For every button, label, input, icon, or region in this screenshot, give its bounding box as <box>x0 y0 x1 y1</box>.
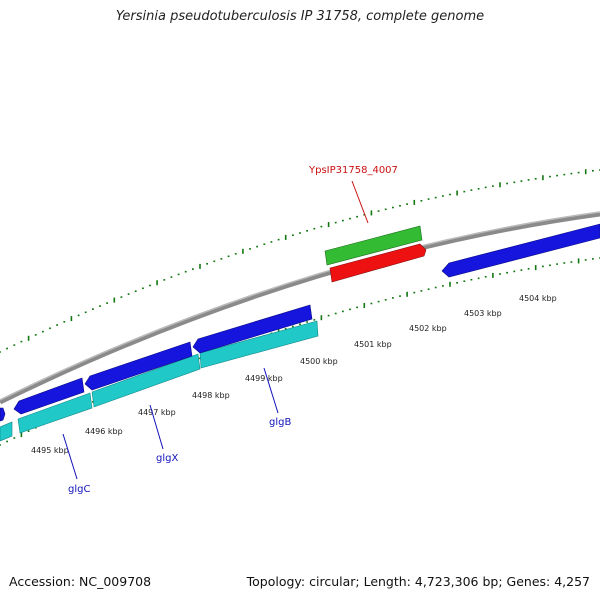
kbp-label: 4501 kbp <box>354 340 392 349</box>
highlight-leader <box>351 180 369 224</box>
forward-cds-track <box>0 223 600 422</box>
cds-arrow[interactable] <box>84 341 193 391</box>
accession-text: Accession: NC_009708 <box>9 574 152 589</box>
gene-label-glgc[interactable]: glgC <box>68 484 90 495</box>
outer-tick-ring <box>0 169 600 353</box>
kbp-label: 4500 kbp <box>300 357 338 366</box>
inner-tick-ring <box>0 257 600 446</box>
cds-arrow[interactable] <box>13 377 85 415</box>
glgx-leader <box>149 404 164 450</box>
cyan-feature[interactable] <box>17 392 93 434</box>
kbp-label: 4502 kbp <box>409 324 447 333</box>
kbp-label: 4504 kbp <box>519 294 557 303</box>
cds-arrow[interactable] <box>192 304 313 354</box>
kbp-label: 4497 kbp <box>138 408 176 417</box>
gene-label-glgb[interactable]: glgB <box>269 417 291 428</box>
kbp-labels: 4495 kbp 4496 kbp 4497 kbp 4498 kbp 4499… <box>31 294 557 455</box>
genome-backbone-highlight <box>0 211 600 401</box>
cyan-feature-track <box>0 320 319 442</box>
glgc-leader <box>62 433 78 480</box>
cds-arrow[interactable] <box>0 407 6 422</box>
cds-arrow[interactable] <box>441 223 600 278</box>
kbp-label: 4496 kbp <box>85 427 123 436</box>
kbp-label: 4503 kbp <box>464 309 502 318</box>
red-feature[interactable] <box>329 243 427 283</box>
page-title: Yersinia pseudotuberculosis IP 31758, co… <box>115 9 485 24</box>
kbp-label: 4495 kbp <box>31 446 69 455</box>
kbp-label: 4498 kbp <box>192 391 230 400</box>
kbp-label: 4499 kbp <box>245 374 283 383</box>
genome-backbone <box>0 211 600 405</box>
cyan-feature[interactable] <box>91 353 201 408</box>
gene-label-highlight[interactable]: YpsIP31758_4007 <box>308 165 398 176</box>
cyan-feature[interactable] <box>0 421 13 442</box>
genome-summary-text: Topology: circular; Length: 4,723,306 bp… <box>246 574 590 589</box>
gene-leaders <box>62 180 369 480</box>
glgb-leader <box>263 367 279 414</box>
green-feature[interactable] <box>324 225 423 266</box>
cyan-feature[interactable] <box>199 320 319 369</box>
gene-label-glgx[interactable]: glgX <box>156 453 178 464</box>
